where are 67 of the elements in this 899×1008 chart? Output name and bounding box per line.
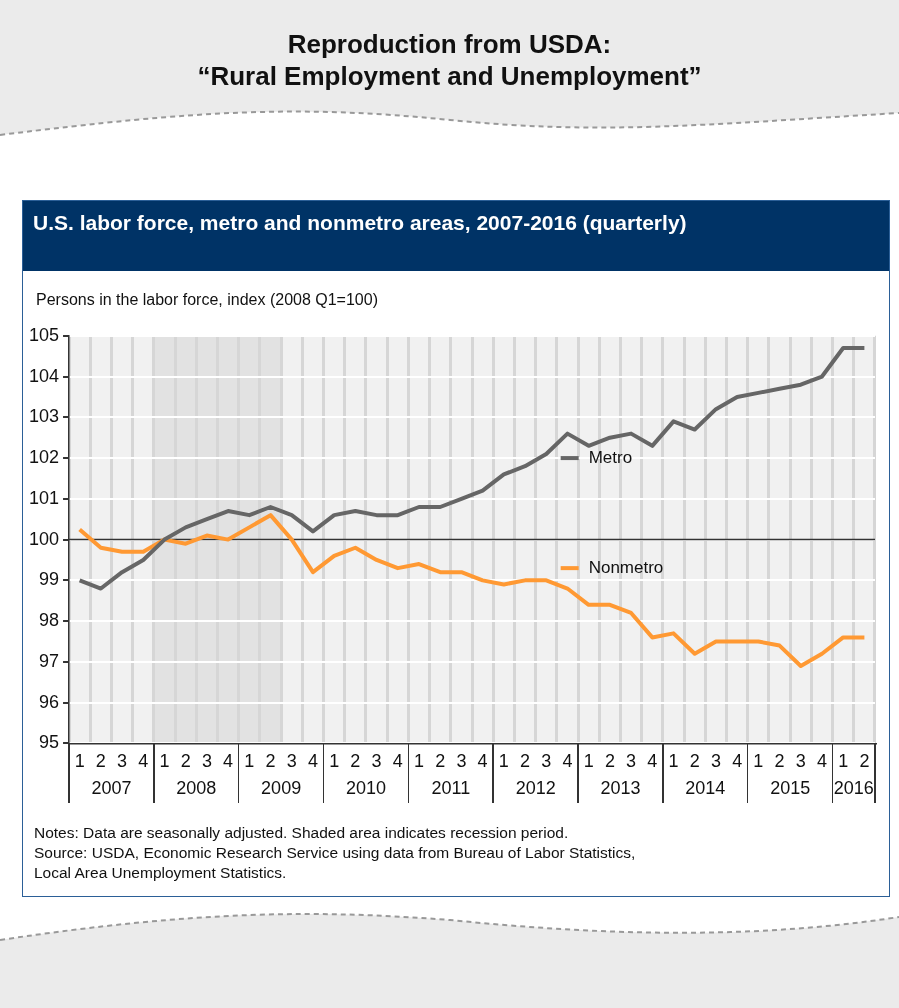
x-tick-label: 3: [626, 751, 637, 772]
chart-subtitle: U.S. labor force, metro and nonmetro areas, 2007-2016 (quarterly): [23, 201, 889, 271]
text: 2014: [685, 778, 726, 799]
y-tick-label: 102: [28, 447, 60, 468]
text: 2007: [91, 778, 132, 799]
x-tick-label: 3: [541, 751, 552, 772]
text: 2015: [770, 778, 811, 799]
source-note: Source: USDA, Economic Research Service using data from Bureau of Labor Statistics,: [34, 844, 636, 861]
text: 2008: [176, 778, 217, 799]
x-tick-label: 3: [795, 751, 806, 772]
x-tick-label: 1: [74, 751, 85, 772]
x-tick-label: 4: [138, 751, 149, 772]
y-tick-label: 100: [28, 528, 60, 549]
x-tick-label: 4: [816, 751, 827, 772]
chart-title: Reproduction from USDA: “Rural Employment and Unemployment”: [196, 28, 703, 92]
x-tick-label: 1: [498, 751, 509, 772]
x-tick-label: 1: [668, 751, 679, 772]
x-tick-label: 2: [435, 751, 446, 772]
text: Local Area Unemployment Statistics.: [34, 864, 287, 881]
text: 2012: [515, 778, 556, 799]
x-tick-label: 3: [201, 751, 212, 772]
x-tick-label: 3: [371, 751, 382, 772]
x-tick-label: 4: [477, 751, 488, 772]
y-tick-label: 95: [39, 732, 60, 753]
x-tick-label: 2: [180, 751, 191, 772]
x-tick-label: 2: [265, 751, 276, 772]
x-tick-label: 1: [753, 751, 764, 772]
legend-label: Nonmetro: [588, 557, 664, 577]
x-tick-label: 2: [774, 751, 785, 772]
text: 2010: [345, 778, 386, 799]
x-tick-label: 2: [689, 751, 700, 772]
x-tick-label: 4: [562, 751, 573, 772]
y-tick-label: 96: [39, 691, 60, 712]
x-tick-label: 1: [413, 751, 424, 772]
x-tick-label: 1: [583, 751, 594, 772]
x-tick-label: 1: [329, 751, 340, 772]
x-tick-label: 2: [604, 751, 615, 772]
y-tick-label: 104: [28, 365, 60, 386]
y-tick-label: 103: [28, 406, 60, 427]
text: 2016: [833, 778, 874, 799]
x-tick-label: 3: [286, 751, 297, 772]
y-tick-label: 105: [28, 324, 60, 345]
x-tick-label: 2: [350, 751, 361, 772]
x-tick-label: 1: [244, 751, 255, 772]
x-tick-label: 4: [223, 751, 234, 772]
x-tick-label: 4: [732, 751, 743, 772]
x-tick-label: 2: [859, 751, 870, 772]
y-tick-label: 97: [39, 650, 60, 671]
legend-label: Metro: [588, 447, 633, 467]
x-tick-label: 2: [95, 751, 106, 772]
text: 2011: [431, 778, 471, 799]
x-tick-label: 4: [647, 751, 658, 772]
x-tick-label: 1: [159, 751, 170, 772]
x-tick-label: 3: [710, 751, 721, 772]
x-tick-label: 1: [838, 751, 849, 772]
y-axis-title: Persons in the labor force, index (2008 Q1=100): [36, 291, 378, 309]
text: Notes: Data are seasonally adjusted. Shaded area indicates recession period.: [34, 824, 569, 841]
y-tick-label: 98: [39, 610, 60, 631]
x-tick-label: 3: [117, 751, 128, 772]
text: 2013: [600, 778, 641, 799]
y-tick-label: 99: [39, 569, 60, 590]
x-tick-label: 4: [307, 751, 318, 772]
y-tick-label: 101: [28, 487, 60, 508]
text: 2009: [261, 778, 302, 799]
x-tick-label: 3: [456, 751, 467, 772]
x-tick-label: 4: [392, 751, 403, 772]
x-tick-label: 2: [520, 751, 531, 772]
